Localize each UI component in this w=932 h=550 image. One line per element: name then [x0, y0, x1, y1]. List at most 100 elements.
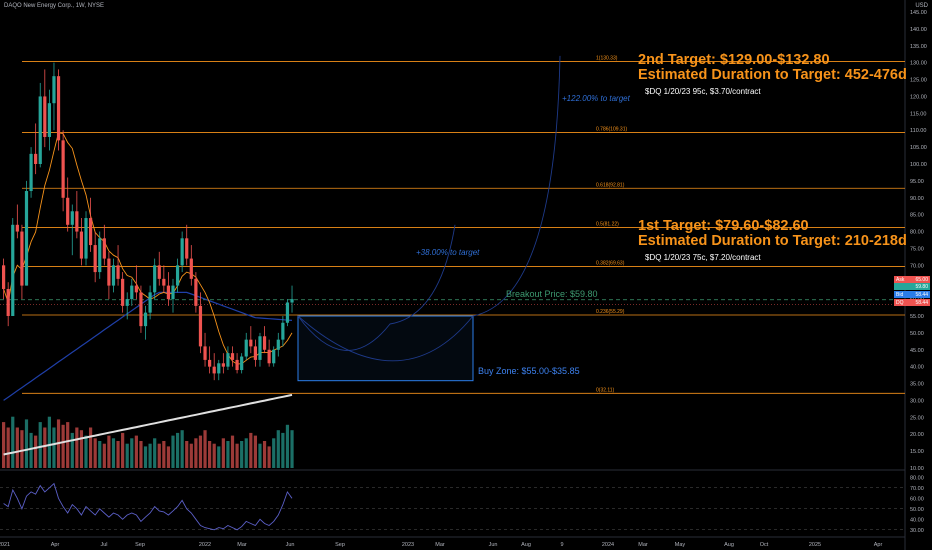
- x-tick-label: 2022: [199, 542, 211, 548]
- rsi-tick-label: 40.00: [910, 517, 924, 523]
- fib-level-label: 0.5(81.22): [596, 221, 619, 227]
- volume-bar: [43, 427, 47, 468]
- y-tick-label: 35.00: [910, 382, 924, 388]
- candle-body: [240, 356, 244, 371]
- volume-bar: [258, 443, 262, 468]
- volume-bar: [230, 435, 235, 468]
- volume-bar: [139, 441, 143, 468]
- candle-body: [52, 76, 56, 104]
- fib-level-label: 0(32.11): [596, 387, 615, 393]
- candle-body: [290, 299, 294, 303]
- candle-body: [125, 299, 129, 306]
- volume-bar: [212, 443, 216, 468]
- candle-body: [20, 231, 24, 286]
- price-tag: [894, 299, 930, 306]
- candle-body: [230, 353, 235, 360]
- candle-body: [84, 218, 88, 259]
- y-tick-label: 90.00: [910, 196, 924, 202]
- candle-body: [88, 218, 93, 246]
- price-tag-name: Bid: [896, 292, 903, 298]
- x-tick-label: Aug: [724, 542, 734, 548]
- x-tick-label: Apr: [51, 542, 60, 548]
- candle-body: [47, 103, 51, 137]
- x-tick-label: Mar: [638, 542, 648, 548]
- x-tick-label: 2023: [402, 542, 414, 548]
- volume-bar: [38, 422, 42, 468]
- candle-body: [212, 366, 216, 374]
- fib-level-label: 0.382(69.63): [596, 261, 625, 267]
- volume-bar: [267, 446, 271, 468]
- volume-bar: [34, 435, 38, 468]
- volume-bar: [221, 438, 225, 468]
- breakout-label: Breakout Price: $59.80: [506, 289, 598, 299]
- x-tick-label: Sep: [335, 542, 345, 548]
- volume-bar: [253, 435, 258, 468]
- volume-bar: [66, 422, 70, 468]
- candle-body: [34, 153, 38, 164]
- y-tick-label: 135.00: [910, 44, 927, 50]
- price-tag: [894, 291, 930, 298]
- target2-option: $DQ 1/20/23 95c, $3.70/contract: [645, 87, 761, 96]
- ma-100-line: [3, 291, 293, 401]
- x-tick-label: Aug: [521, 542, 531, 548]
- candle-body: [61, 140, 65, 198]
- candle-body: [194, 278, 198, 306]
- candle-body: [171, 285, 175, 300]
- candle-body: [208, 359, 212, 367]
- volume-bar: [107, 435, 111, 468]
- y-tick-label: 140.00: [910, 27, 927, 33]
- candle-body: [258, 336, 262, 360]
- x-tick-label: Apr: [874, 542, 883, 548]
- candle-body: [29, 153, 33, 192]
- candle-body: [79, 231, 84, 259]
- y-tick-label: 80.00: [910, 230, 924, 236]
- volume-bar: [148, 443, 152, 468]
- volume-bar: [290, 430, 294, 468]
- candle-body: [249, 339, 253, 347]
- candle-body: [226, 353, 230, 367]
- x-tick-label: Oct: [760, 542, 769, 548]
- price-tag-value: 59.80: [915, 284, 928, 290]
- volume-bar: [175, 432, 180, 468]
- volume-bar: [88, 427, 93, 468]
- candle-body: [166, 285, 171, 300]
- candle-body: [107, 258, 111, 286]
- y-tick-label: 70.00: [910, 263, 924, 269]
- candle-body: [6, 288, 10, 316]
- volume-bar: [217, 446, 221, 468]
- x-tick-label: Mar: [237, 542, 247, 548]
- volume-bar: [47, 416, 51, 468]
- candle-body: [111, 265, 116, 286]
- ma-50-line: [3, 132, 293, 365]
- y-tick-label: 130.00: [910, 61, 927, 67]
- fib-level-label: 0.618(92.81): [596, 182, 625, 188]
- volume-bar: [121, 432, 125, 468]
- candle-body: [56, 76, 61, 141]
- volume-bar: [166, 446, 171, 468]
- price-tag: [894, 276, 930, 283]
- candle-body: [98, 238, 102, 273]
- volume-bar: [235, 443, 239, 468]
- candle-body: [130, 285, 134, 300]
- target1-title: 1st Target: $79.60-$82.60: [638, 218, 809, 234]
- volume-bar: [70, 432, 74, 468]
- y-tick-label: 125.00: [910, 78, 927, 84]
- candle-body: [143, 312, 148, 327]
- volume-bar: [208, 441, 212, 468]
- x-tick-label: Jul: [100, 542, 107, 548]
- candle-body: [38, 96, 42, 164]
- target2-title: 2nd Target: $129.00-$132.80: [638, 52, 830, 68]
- buyzone-label: Buy Zone: $55.00-$35.85: [478, 366, 580, 376]
- y-tick-label: 10.00: [910, 466, 924, 472]
- price-tag-value: 58.44: [915, 300, 928, 306]
- candle-body: [253, 346, 258, 360]
- currency-label: USD: [915, 3, 928, 9]
- y-tick-label: 25.00: [910, 415, 924, 421]
- candle-body: [24, 191, 29, 286]
- target2-duration: Estimated Duration to Target: 452-476d: [638, 67, 907, 83]
- volume-bar: [240, 441, 244, 468]
- candle-body: [180, 238, 184, 266]
- y-tick-label: 100.00: [910, 162, 927, 168]
- volume-bar: [61, 424, 65, 468]
